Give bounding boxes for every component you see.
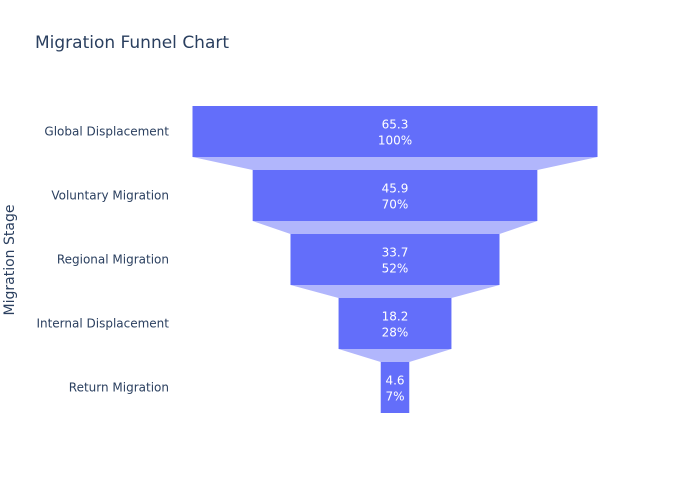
funnel-bar-internal-displacement[interactable] — [338, 298, 452, 349]
data-label-percent-voluntary-migration: 70% — [382, 198, 409, 212]
data-label-percent-internal-displacement: 28% — [382, 326, 409, 340]
y-tick-label-voluntary-migration: Voluntary Migration — [51, 189, 169, 203]
funnel-connector-4 — [338, 349, 452, 362]
funnel-bar-global-displacement[interactable] — [192, 106, 598, 157]
data-label-percent-regional-migration: 52% — [382, 262, 409, 276]
data-label-value-global-displacement: 65.3 — [382, 118, 409, 132]
data-label-value-voluntary-migration: 45.9 — [382, 182, 409, 196]
funnel-connector-1 — [192, 157, 598, 170]
funnel-connector-2 — [252, 221, 538, 234]
y-tick-label-internal-displacement: Internal Displacement — [36, 317, 169, 331]
data-label-value-regional-migration: 33.7 — [382, 246, 409, 260]
funnel-bar-regional-migration[interactable] — [290, 234, 500, 285]
funnel-bar-return-migration[interactable] — [380, 362, 410, 413]
data-label-percent-return-migration: 7% — [385, 390, 404, 404]
chart-title: Migration Funnel Chart — [35, 33, 230, 53]
funnel-bar-voluntary-migration[interactable] — [252, 170, 538, 221]
y-tick-label-global-displacement: Global Displacement — [44, 125, 169, 139]
y-tick-label-return-migration: Return Migration — [69, 381, 169, 395]
data-label-value-return-migration: 4.6 — [385, 374, 404, 388]
data-label-value-internal-displacement: 18.2 — [382, 310, 409, 324]
funnel-connector-3 — [290, 285, 500, 298]
data-label-percent-global-displacement: 100% — [378, 134, 412, 148]
y-tick-label-regional-migration: Regional Migration — [57, 253, 169, 267]
